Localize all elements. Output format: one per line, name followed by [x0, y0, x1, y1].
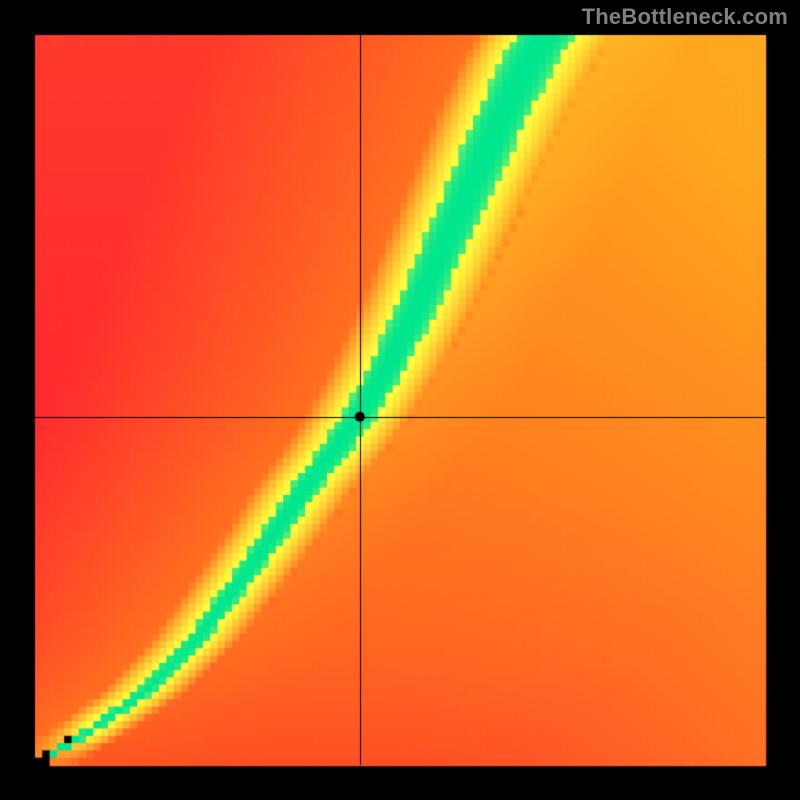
watermark-text: TheBottleneck.com — [582, 4, 788, 30]
chart-container: TheBottleneck.com — [0, 0, 800, 800]
heatmap-canvas — [0, 0, 800, 800]
